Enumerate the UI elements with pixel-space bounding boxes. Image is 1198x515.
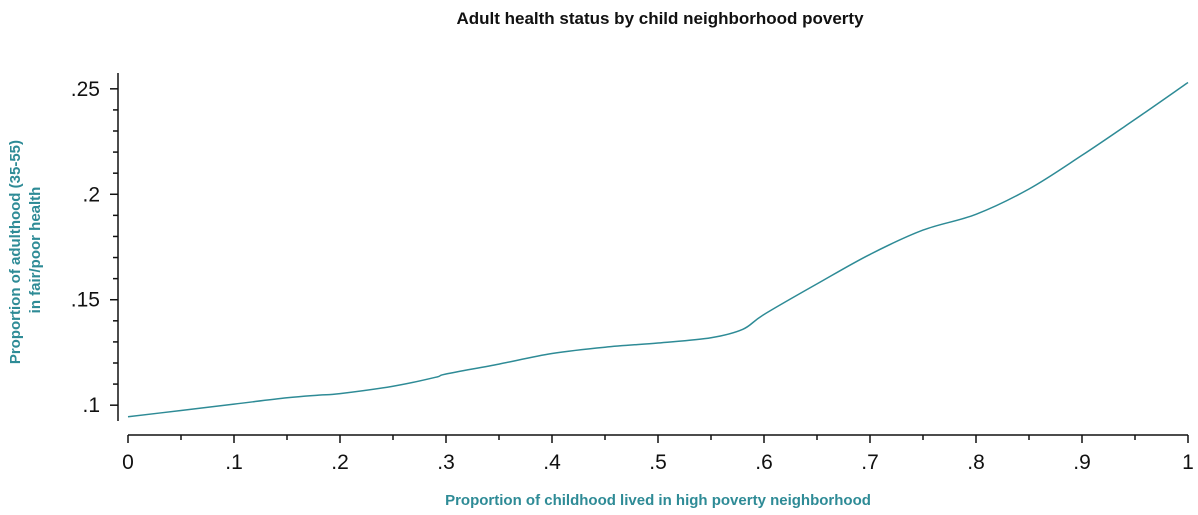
x-tick-label: .6 [755, 451, 773, 474]
y-tick-label: .1 [82, 394, 100, 417]
x-tick-label: 0 [122, 451, 134, 474]
y-axis-title: Proportion of adulthood (35-55) in fair/… [7, 136, 44, 364]
x-tick-label: .3 [437, 451, 455, 474]
x-axis-title: Proportion of childhood lived in high po… [445, 492, 871, 509]
y-axis-title-line-2: in fair/poor health [27, 187, 44, 314]
x-ticks: 0 .1 .2 .3 .4 .5 .6 .7 .8 .9 1 [122, 435, 1194, 474]
x-tick-label: .1 [225, 451, 243, 474]
y-ticks: .1 .15 .2 .25 [71, 78, 118, 417]
y-tick-label: .25 [71, 78, 100, 101]
y-tick-label: .2 [82, 183, 100, 206]
series-line [127, 81, 1189, 418]
y-tick-label: .15 [71, 289, 100, 312]
x-tick-label: .7 [861, 451, 879, 474]
x-tick-label: .2 [331, 451, 349, 474]
x-tick-label: .5 [649, 451, 667, 474]
x-tick-label: .4 [543, 451, 561, 474]
x-tick-label: .8 [967, 451, 985, 474]
chart-title: Adult health status by child neighborhoo… [456, 9, 864, 28]
x-tick-label: .9 [1073, 451, 1091, 474]
x-tick-label: 1 [1182, 451, 1194, 474]
y-axis-title-line-1: Proportion of adulthood (35-55) [7, 140, 24, 364]
